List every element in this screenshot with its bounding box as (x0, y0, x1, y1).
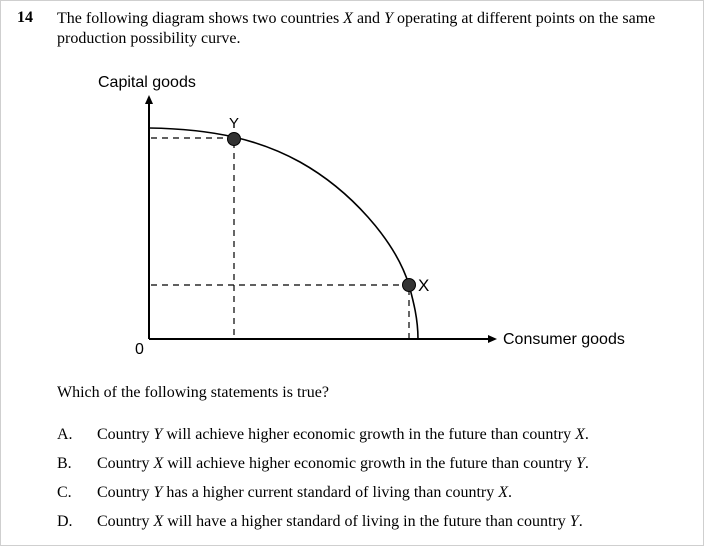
ppc-curve (148, 127, 419, 340)
option-country: Y (576, 455, 585, 472)
option-country: Y (153, 426, 163, 443)
option-letter: D. (57, 513, 73, 530)
point-y (227, 132, 241, 146)
x-axis-label: Consumer goods (503, 331, 625, 348)
question-stem: The following diagram shows two countrie… (57, 9, 677, 49)
option-text: Country (97, 484, 154, 501)
option-d[interactable]: D. Country X will have a higher standard … (57, 513, 583, 531)
option-country: X (153, 513, 164, 530)
option-text: has a higher current standard of living … (162, 484, 499, 501)
option-text: . (578, 513, 583, 530)
option-country: Y (569, 513, 579, 530)
option-country: X (498, 484, 509, 501)
option-letter: A. (57, 426, 73, 443)
option-text: will achieve higher economic growth in t… (163, 455, 576, 472)
question-prompt: Which of the following statements is tru… (57, 384, 329, 401)
stem-part-1: The following diagram shows two countrie… (57, 10, 344, 27)
option-country: X (575, 426, 585, 443)
y-axis-arrow (145, 95, 153, 104)
option-text: will have a higher standard of living in… (163, 513, 570, 530)
question-number: 14 (17, 9, 33, 26)
option-text: . (508, 484, 513, 501)
option-letter: B. (57, 455, 72, 472)
stem-country-y: Y (384, 10, 393, 27)
option-text: Country (97, 426, 154, 443)
stem-country-x: X (343, 10, 353, 27)
stem-part-3: operating at different points on the sam… (57, 10, 656, 47)
y-axis-label: Capital goods (98, 74, 196, 91)
option-letter: C. (57, 484, 72, 501)
option-country: Y (153, 484, 163, 501)
option-text: will achieve higher economic growth in t… (162, 426, 576, 443)
x-axis-arrow (488, 335, 497, 343)
point-x (402, 278, 416, 292)
option-country: X (153, 455, 164, 472)
point-x-label: X (418, 276, 429, 295)
ppc-diagram: Capital goods Consumer goods 0 Y X (98, 74, 625, 358)
option-text: Country (97, 513, 154, 530)
option-text: . (584, 455, 589, 472)
point-y-label: Y (229, 115, 239, 132)
option-a[interactable]: A. Country Y will achieve higher economic… (57, 426, 589, 444)
option-c[interactable]: C. Country Y has a higher current standar… (57, 484, 512, 502)
option-b[interactable]: B. Country X will achieve higher economic… (57, 455, 589, 473)
stem-part-2: and (352, 10, 385, 27)
option-text: . (584, 426, 589, 443)
origin-label: 0 (135, 341, 144, 358)
option-text: Country (97, 455, 154, 472)
